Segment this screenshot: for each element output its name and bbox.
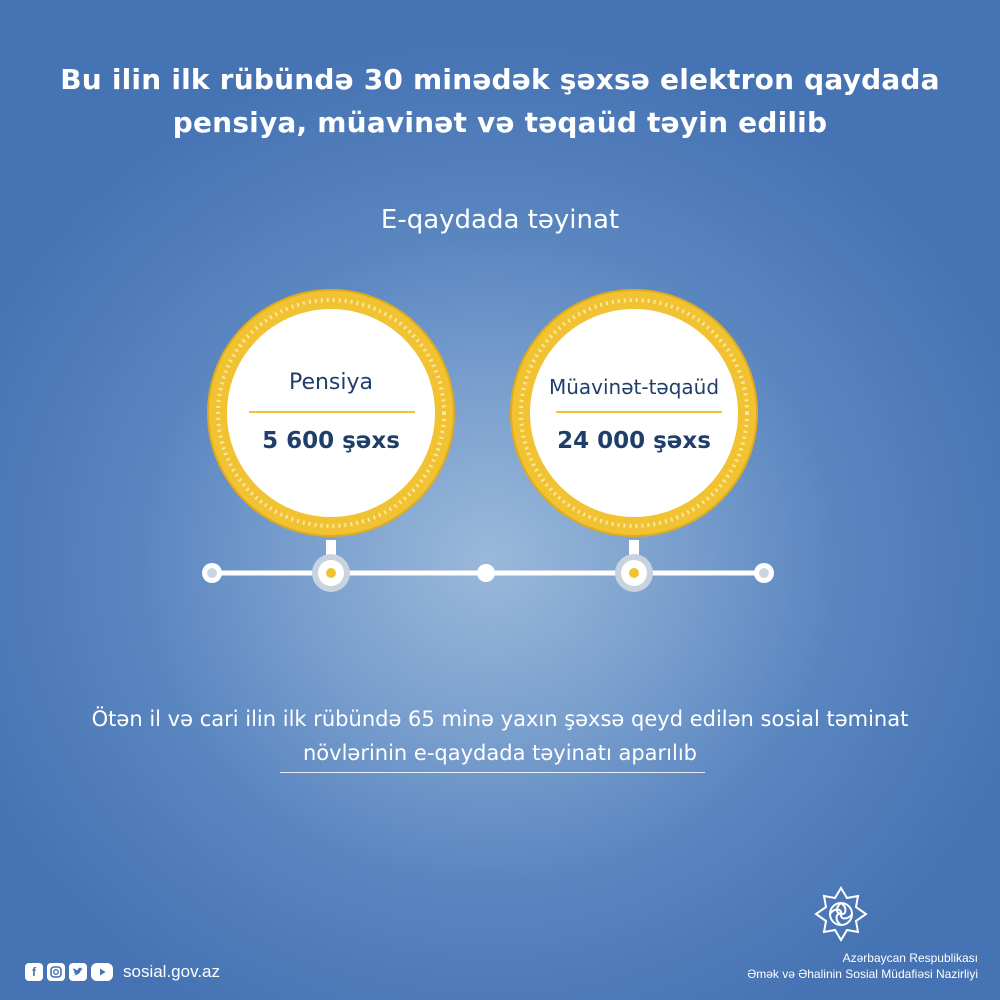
- coin-left: [207, 289, 455, 537]
- ministry-emblem-icon: [814, 886, 868, 942]
- website-link[interactable]: sosial.gov.az: [123, 962, 221, 981]
- instagram-icon[interactable]: [47, 963, 65, 981]
- summary-note-line-2: növlərinin e-qaydada təyinatı aparılıb: [302, 741, 697, 765]
- headline-line-1: Bu ilin ilk rübündə 30 minədək şəxsə ele…: [60, 63, 940, 96]
- stem-right: [629, 540, 639, 564]
- card-pension-value-wrap: 5 600 şəxs: [226, 428, 436, 454]
- card-pension-value: 5 600 şəxs: [262, 428, 400, 454]
- timeline-node-right-dot: [629, 568, 639, 578]
- summary-note-underline: [280, 772, 705, 773]
- subheading: E-qaydada təyinat: [380, 205, 620, 235]
- timeline-node-start-inner: [207, 568, 217, 578]
- card-allowance-value-wrap: 24 000 şəxs: [529, 428, 739, 454]
- card-pension-label: Pensiya: [288, 370, 374, 395]
- card-pension: Pensiya: [226, 370, 436, 395]
- summary-note: Ötən il və cari ilin ilk rübündə 65 minə…: [40, 702, 960, 770]
- card-allowance: Müavinət-təqaüd: [529, 375, 739, 399]
- timeline-node-middle: [477, 564, 495, 582]
- social-links: f sosial.gov.az: [25, 962, 220, 982]
- card-allowance-value: 24 000 şəxs: [557, 428, 711, 454]
- stem-left: [326, 540, 336, 564]
- timeline-node-end-inner: [759, 568, 769, 578]
- headline: Bu ilin ilk rübündə 30 minədək şəxsə ele…: [40, 58, 960, 144]
- summary-note-line-1: Ötən il və cari ilin ilk rübündə 65 minə…: [91, 707, 909, 731]
- twitter-icon[interactable]: [69, 963, 87, 981]
- card-allowance-label: Müavinət-təqaüd: [548, 375, 720, 399]
- ministry-name-line-2: Əmək və Əhalinin Sosial Müdafiəsi Nazirl…: [747, 967, 978, 981]
- coin-right: [510, 289, 758, 537]
- ministry-name-line-1: Azərbaycan Respublikası: [842, 951, 978, 965]
- card-pension-divider: [249, 411, 415, 413]
- youtube-icon[interactable]: [91, 963, 113, 981]
- headline-line-2: pensiya, müavinət və təqaüd təyin edilib: [172, 106, 828, 139]
- timeline-node-left-dot: [326, 568, 336, 578]
- ministry-name: Azərbaycan Respublikası Əmək və Əhalinin…: [747, 950, 978, 982]
- facebook-icon[interactable]: f: [25, 963, 43, 981]
- card-allowance-divider: [556, 411, 722, 413]
